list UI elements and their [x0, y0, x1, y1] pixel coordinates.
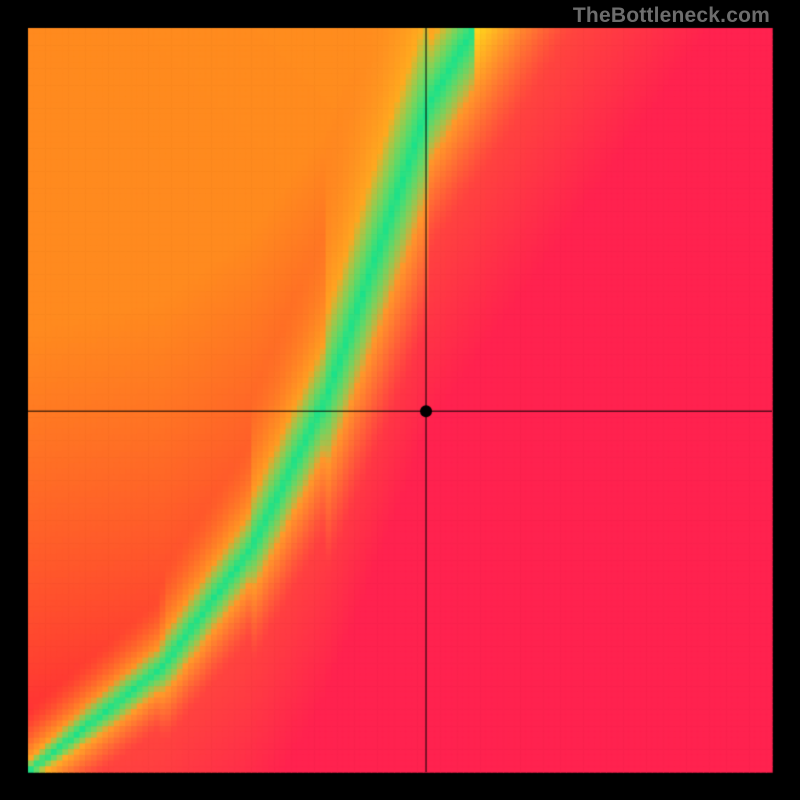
bottleneck-heatmap — [0, 0, 800, 800]
chart-container: { "watermark": { "text": "TheBottleneck.… — [0, 0, 800, 800]
